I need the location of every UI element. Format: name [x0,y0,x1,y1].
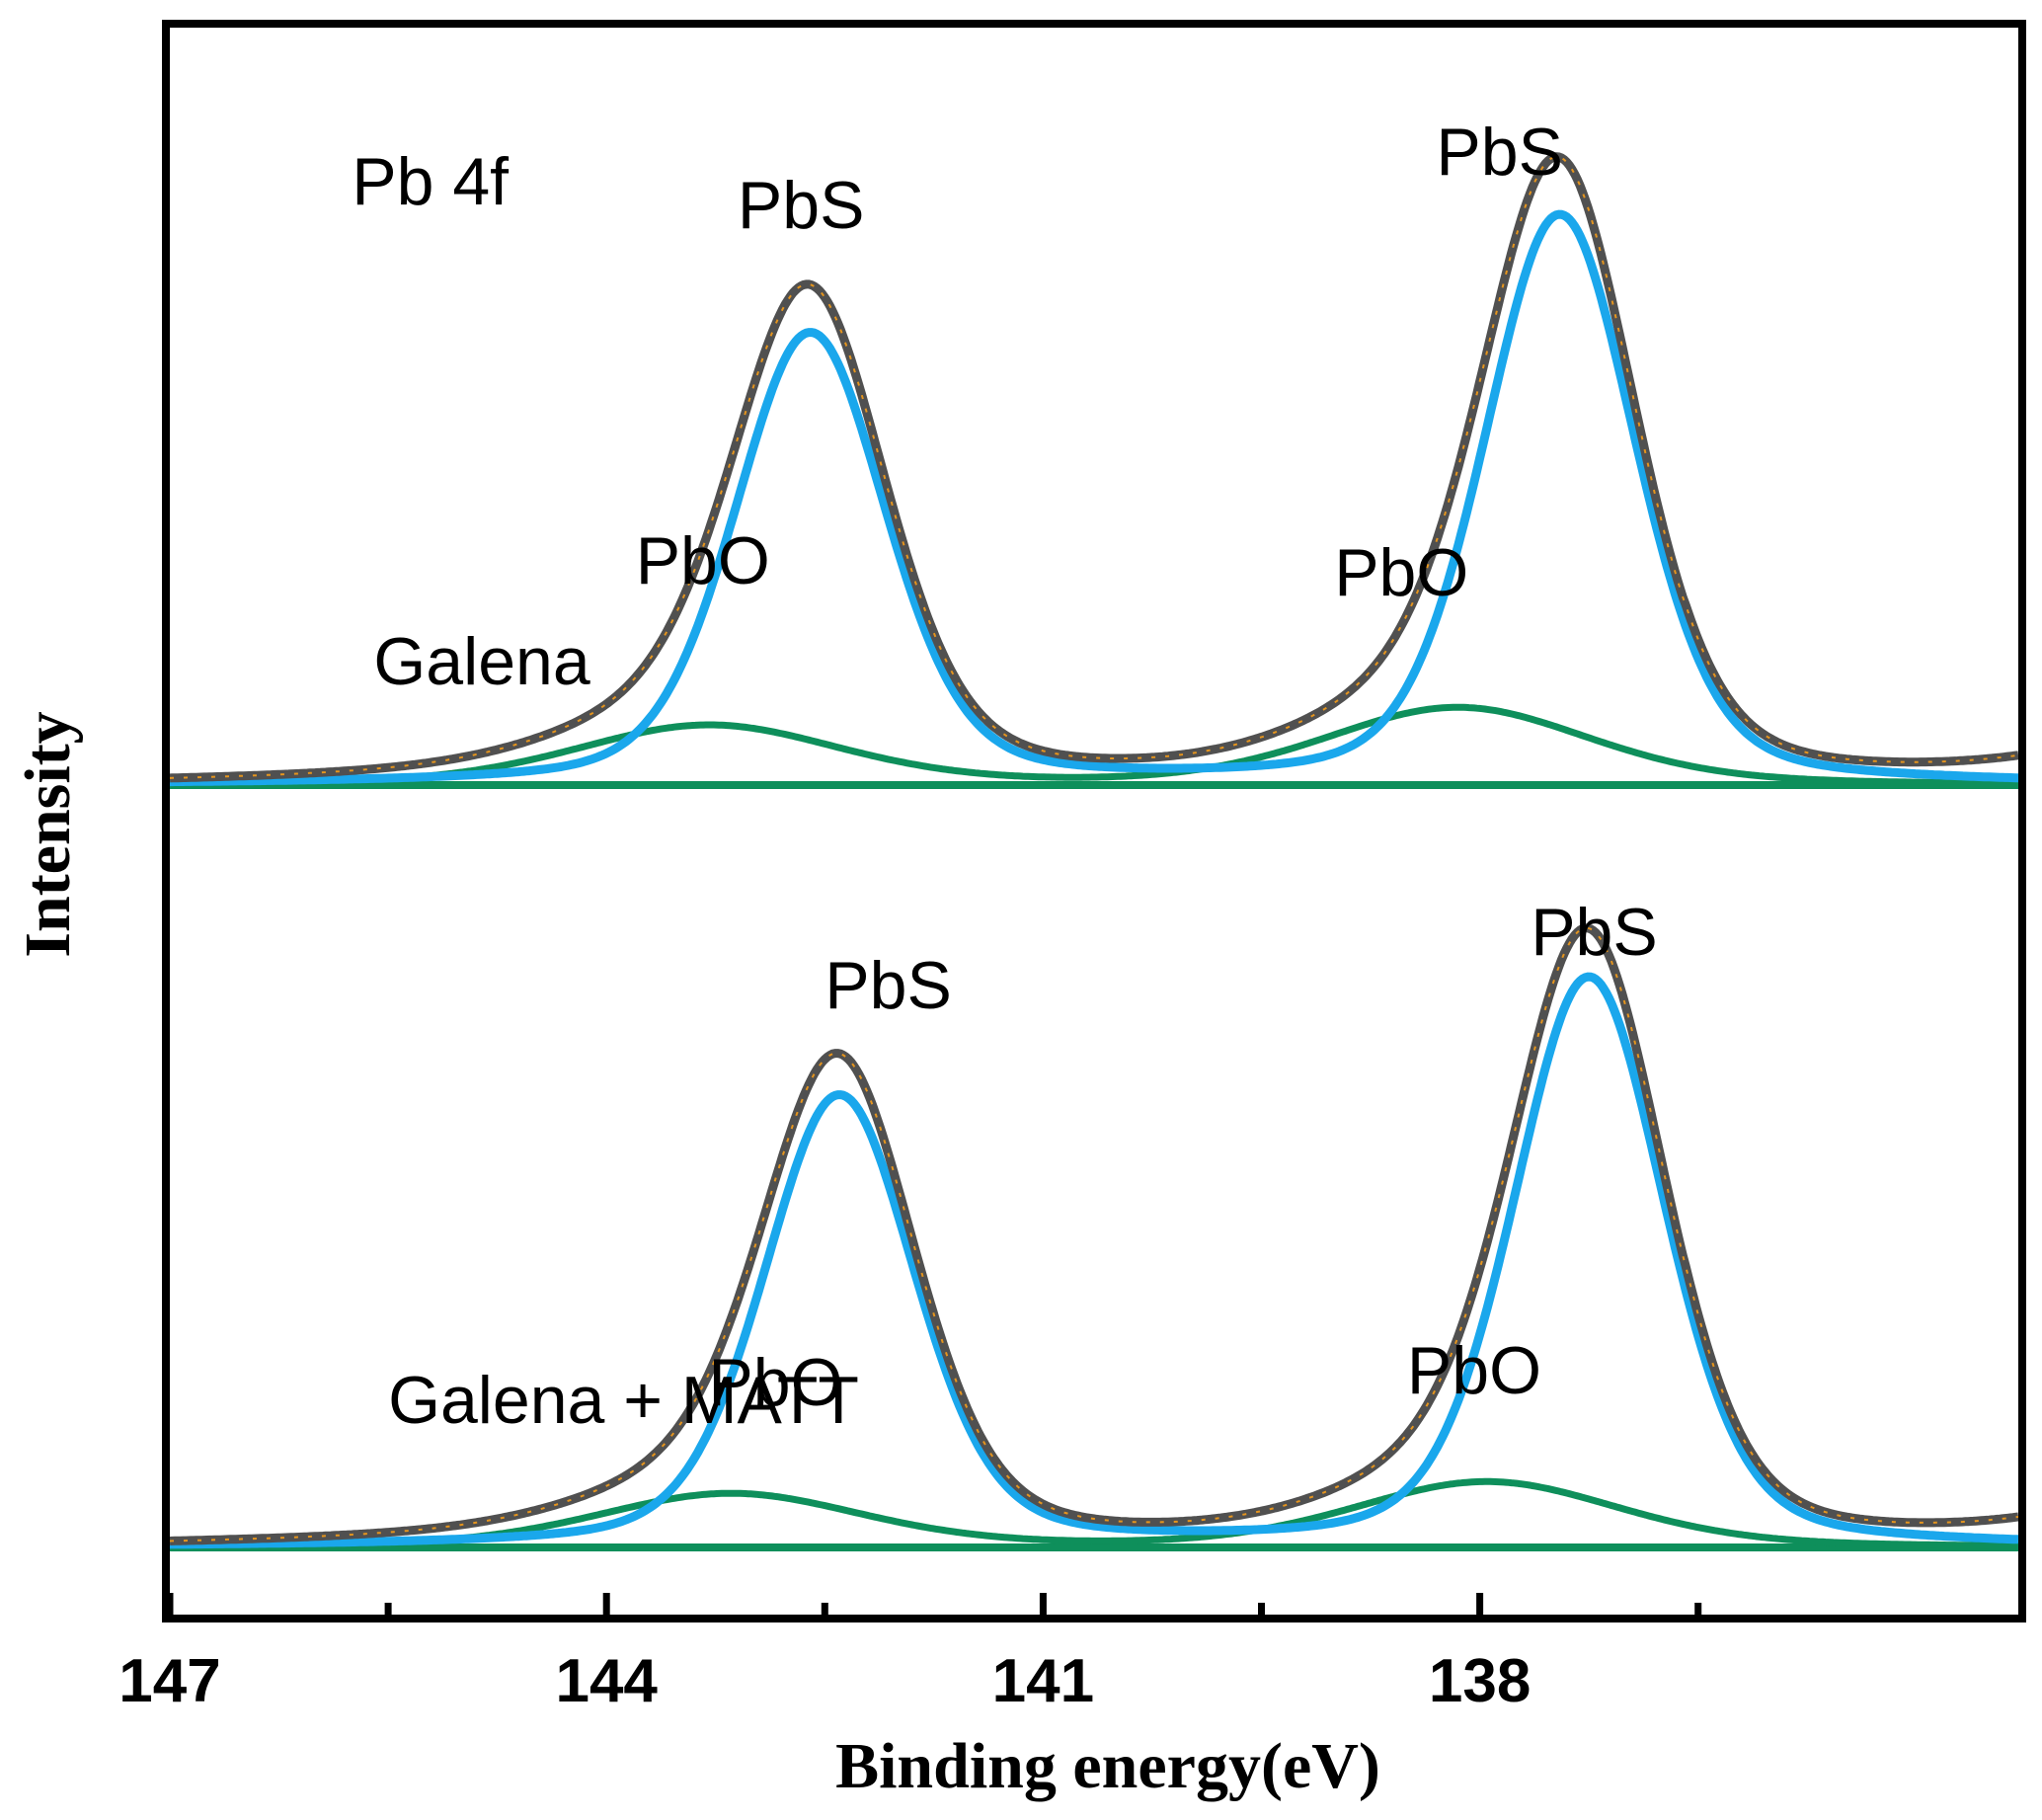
x-tick-label: 138 [1429,1647,1531,1715]
annotation-bottom-2: PbO [708,1345,842,1420]
x-tick-label: 141 [992,1647,1094,1715]
annotation-bottom-3: PbO [1407,1333,1541,1408]
annotation-top-1: PbS [1436,115,1563,190]
pbs-fit-curve [170,972,2019,1549]
annotation-bottom-1: PbS [1531,895,1658,970]
pbs-fit-curve [170,209,2018,787]
x-tick-label: 147 [118,1647,220,1715]
plot-frame [162,20,2026,1622]
envelope-curve [169,152,2019,783]
curves-layer [169,152,2019,1551]
pbo-fit-curve [170,703,2018,787]
annotation-bottom-0: PbS [825,948,952,1023]
annotation-top-5: Pb 4f [352,144,509,219]
panel-bottom [169,923,2019,1551]
x-axis: 147 144 141 138 [118,1593,1702,1715]
raw-data-curve [169,926,2019,1543]
y-axis-title: Intensity [12,711,84,957]
annotation-top-0: PbS [738,168,865,243]
panel-top [169,152,2019,789]
annotation-bottom-4: Galena + MATT [388,1363,859,1438]
annotation-top-4: Galena [373,624,589,699]
x-axis-title: Binding energy(eV) [835,1730,1380,1802]
x-tick-label: 144 [555,1647,658,1715]
annotation-top-2: PbO [636,523,770,598]
annotation-top-3: PbO [1334,535,1468,610]
